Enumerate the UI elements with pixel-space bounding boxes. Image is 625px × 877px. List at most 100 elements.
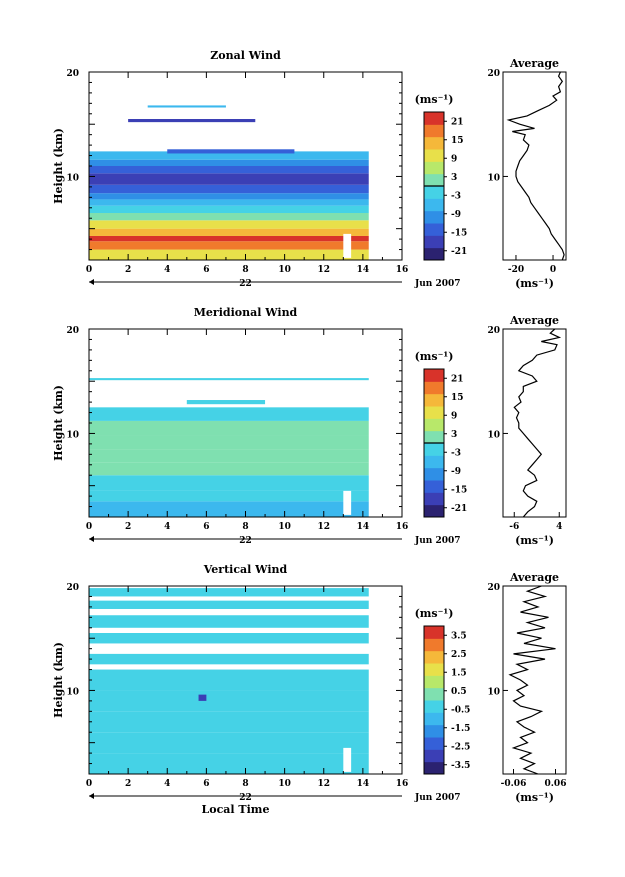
x-tick-label: 0 [86, 522, 92, 532]
wind-layer-7 [89, 205, 369, 213]
y-axis-label: Height (km) [52, 128, 65, 204]
wind-layer-1 [89, 249, 369, 260]
wind-layer-13 [89, 159, 369, 166]
date-marker: 22 [239, 793, 252, 803]
x-tick-label: 4 [164, 265, 170, 275]
x-tick-label: 4 [164, 522, 170, 532]
average-y-tick-label: 10 [487, 687, 500, 697]
average-y-tick-label: 20 [487, 326, 500, 336]
x-tick-label: 12 [317, 779, 330, 789]
colorbar-swatch [424, 443, 444, 456]
colorbar-swatch [424, 223, 444, 236]
colorbar-tick-label: -1.5 [451, 724, 470, 734]
average-profile-line [508, 585, 556, 775]
average-x-tick-label: 0 [550, 265, 556, 275]
colorbar-swatch [424, 663, 444, 676]
average-x-tick-label: -20 [508, 265, 524, 275]
colorbar-swatch [424, 626, 444, 639]
x-tick-label: 8 [242, 522, 248, 532]
colorbar-tick-label: 0.5 [451, 687, 467, 697]
average-title: Average [509, 57, 559, 70]
x-tick-label: 8 [242, 779, 248, 789]
colorbar-tick-label: 15 [451, 393, 464, 403]
wind-layer-2 [89, 490, 369, 502]
x-tick-label: 4 [164, 779, 170, 789]
colorbar-swatch [424, 124, 444, 138]
colorbar-tick-label: 3 [451, 173, 457, 183]
colorbar-tick-label: 21 [451, 117, 464, 127]
colorbar-swatch [424, 480, 444, 493]
x-tick-label: 16 [396, 522, 409, 532]
wind-layer-2 [89, 241, 369, 250]
wind-layer-6 [89, 653, 369, 665]
colorbar-unit: (ms⁻¹) [415, 607, 454, 620]
wind-layer-3 [89, 235, 369, 242]
colorbar-swatch [424, 687, 444, 701]
average-frame [502, 328, 567, 518]
wind-layer-6 [89, 213, 369, 221]
colorbar-swatch [424, 406, 444, 419]
panel-title: Meridional Wind [194, 306, 298, 319]
colorbar-swatch [424, 393, 444, 407]
wind-layer-8 [89, 199, 369, 206]
wind-patch-2 [167, 149, 295, 154]
wind-layer-3 [89, 475, 369, 491]
wind-patch-3 [147, 105, 226, 108]
colorbar-tick-label: 2.5 [451, 650, 467, 660]
x-axis-label: Local Time [202, 803, 270, 816]
wind-layer-14 [89, 151, 369, 160]
average-x-label: (ms⁻¹) [515, 534, 554, 547]
colorbar-tick-label: 3.5 [451, 631, 467, 641]
date-arrow [89, 793, 94, 799]
wind-layer-1 [89, 501, 369, 517]
colorbar-tick-label: 21 [451, 374, 464, 384]
wind-layer-2 [89, 732, 369, 754]
colorbar-tick-label: -2.5 [451, 742, 470, 752]
colorbar-swatch [424, 761, 444, 775]
colorbar-swatch [424, 650, 444, 664]
data-gap [343, 490, 352, 515]
wind-layer-5 [89, 449, 369, 463]
wind-layer-10 [89, 588, 369, 597]
average-x-tick-label: -6 [509, 522, 519, 532]
x-tick-label: 2 [125, 779, 131, 789]
average-profile-line [513, 328, 562, 518]
colorbar-swatch [424, 369, 444, 382]
x-tick-label: 10 [278, 522, 291, 532]
wind-layer-4 [89, 228, 369, 236]
x-tick-label: 12 [317, 265, 330, 275]
wind-layer-6 [89, 435, 369, 450]
wind-layer-5 [89, 220, 369, 229]
x-tick-label: 6 [203, 265, 209, 275]
date-arrow [89, 536, 94, 542]
colorbar-frame [423, 625, 445, 775]
colorbar-swatch [424, 455, 444, 469]
colorbar-swatch [424, 198, 444, 212]
wind-layer-11 [89, 173, 369, 185]
y-tick-label: 20 [66, 326, 79, 336]
x-tick-label: 10 [278, 265, 291, 275]
average-title: Average [509, 314, 559, 327]
colorbar-swatch [424, 418, 444, 432]
colorbar-swatch [424, 173, 444, 187]
wind-layer-9 [89, 600, 369, 609]
panel-title: Zonal Wind [210, 49, 281, 62]
average-y-tick-label: 20 [487, 583, 500, 593]
colorbar-tick-label: 15 [451, 136, 464, 146]
y-tick-label: 10 [66, 173, 79, 183]
y-tick-label: 10 [66, 430, 79, 440]
x-tick-label: 0 [86, 265, 92, 275]
wind-layer-7 [89, 420, 369, 436]
colorbar-swatch [424, 381, 444, 395]
date-label: Jun 2007 [414, 536, 461, 546]
x-tick-label: 8 [242, 265, 248, 275]
colorbar-swatch [424, 749, 444, 763]
y-tick-label: 10 [66, 687, 79, 697]
colorbar-swatch [424, 504, 444, 518]
x-tick-label: 0 [86, 779, 92, 789]
colorbar-tick-label: -3 [451, 191, 461, 201]
wind-layer-5 [89, 669, 369, 691]
average-x-tick-label: 4 [556, 522, 562, 532]
x-tick-label: 14 [357, 522, 370, 532]
